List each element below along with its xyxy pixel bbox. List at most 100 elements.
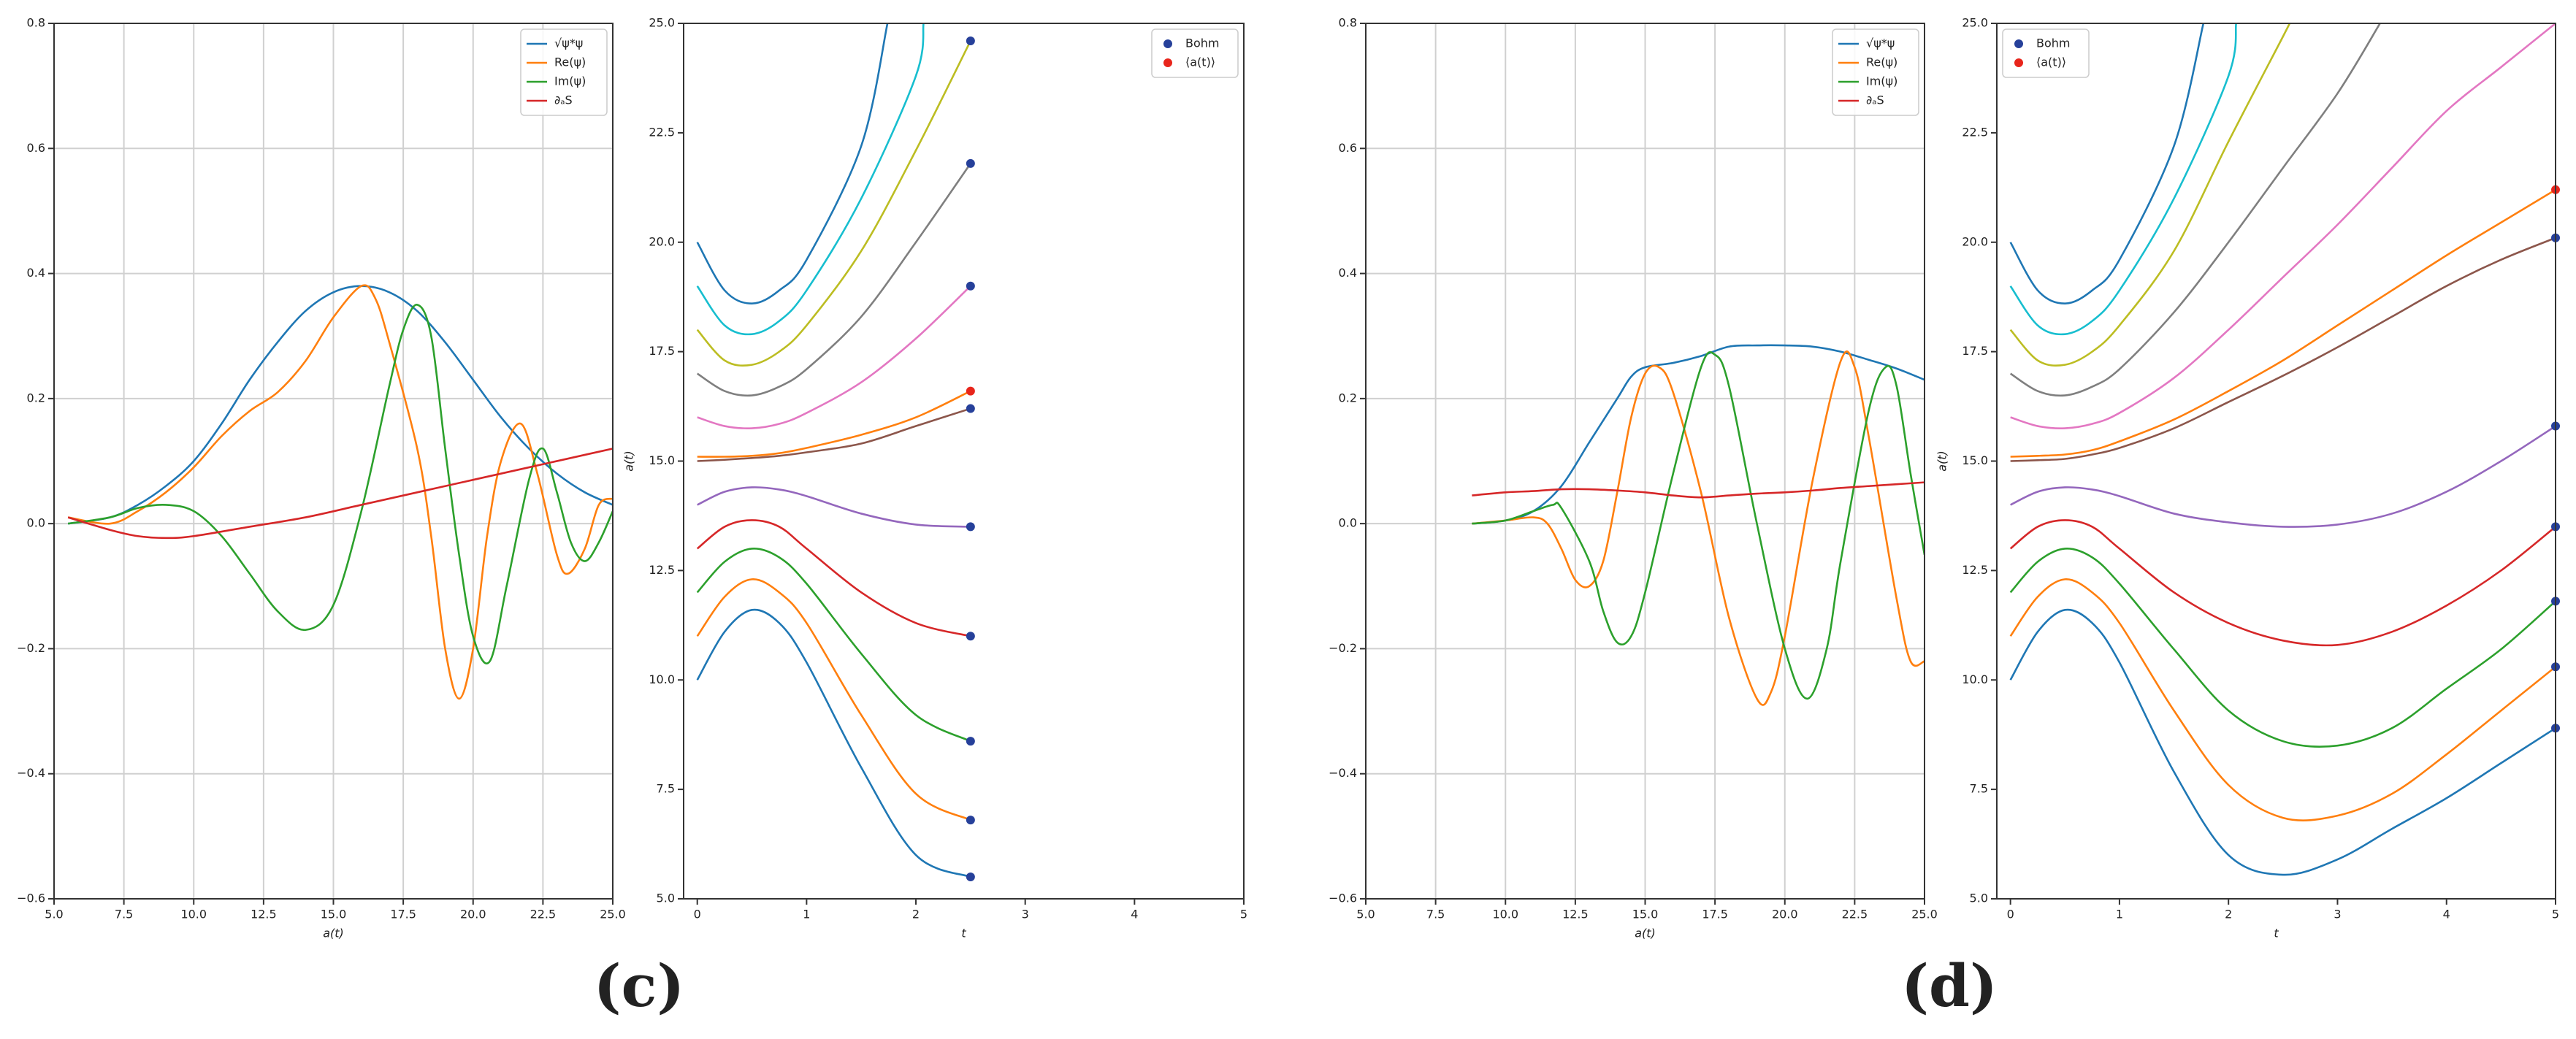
y-tick-label: −0.2	[1329, 641, 1357, 655]
y-tick-label: 0.2	[1339, 391, 1357, 405]
x-tick-label: 17.5	[1702, 908, 1728, 921]
axes: 5.0 7.5 10.0 12.5 15.0 17.5 20.0 22.5 25.0 −0.6 −0…	[1329, 16, 1938, 940]
x-tick-label: 3	[2334, 908, 2341, 921]
legend-label: Bohm	[1185, 37, 1220, 50]
legend-label: ⟨a(t)⟩	[1185, 55, 1215, 69]
x-tick-label: 22.5	[530, 908, 557, 921]
x-tick-label: 0	[694, 908, 701, 921]
series-line	[696, 578, 971, 821]
series-line	[2010, 425, 2556, 528]
series-line	[697, 486, 971, 528]
x-axis-label: t	[2274, 927, 2279, 940]
x-axis-label: a(t)	[1635, 927, 1656, 940]
y-tick-label: 0.4	[27, 266, 45, 280]
y-tick-label: 0.6	[1339, 141, 1357, 155]
x-tick-label: 12.5	[1562, 908, 1589, 921]
legend: Bohm ⟨a(t)⟩	[1151, 28, 1239, 78]
legend-box	[1151, 28, 1239, 78]
x-tick-label: 15.0	[1632, 908, 1659, 921]
series-line	[67, 304, 613, 664]
x-tick-label: 25.0	[600, 908, 626, 921]
legend-label: Re(ψ)	[1866, 55, 1897, 69]
series-line	[2010, 23, 2556, 429]
series-line	[696, 40, 972, 367]
series-line	[1472, 481, 1925, 499]
axes: 5.0 7.5 10.0 12.5 15.0 17.5 20.0 22.5 25.0 −0.6 −0…	[17, 16, 626, 940]
x-tick-label: 5.0	[45, 908, 63, 921]
x-tick-label: 0	[2007, 908, 2014, 921]
y-tick-label: 0.8	[1339, 16, 1357, 30]
x-tick-label: 4	[2443, 908, 2450, 921]
point	[966, 158, 975, 168]
y-tick-label: −0.2	[17, 641, 45, 655]
legend-marker	[1163, 39, 1172, 48]
y-tick-label: 5.0	[657, 892, 675, 905]
axes-frame	[683, 23, 1245, 900]
x-tick-label: 7.5	[115, 908, 133, 921]
series-line	[697, 407, 971, 462]
series-line	[67, 284, 613, 700]
y-tick-label: 12.5	[1962, 563, 1988, 577]
series-line	[696, 608, 971, 878]
series-line	[696, 23, 889, 304]
series-line	[697, 390, 971, 458]
x-tick-label: 1	[2116, 908, 2123, 921]
legend-box	[1832, 28, 1919, 116]
legend: √ψ*ψ Re(ψ) Im(ψ) ∂ₐS	[1832, 28, 1919, 116]
y-tick-label: 17.5	[649, 344, 675, 358]
series-line	[2009, 23, 2381, 397]
y-tick-label: 7.5	[1970, 782, 1988, 796]
legend-label: Im(ψ)	[1866, 74, 1897, 88]
y-tick-label: 20.0	[1962, 234, 1988, 248]
y-tick-label: 22.5	[649, 125, 675, 139]
series-line	[2009, 548, 2556, 748]
y-tick-label: 0.8	[27, 16, 45, 30]
series-line	[67, 285, 613, 525]
x-tick-label: 5	[2552, 908, 2559, 921]
x-tick-label: 10.0	[180, 908, 207, 921]
y-tick-label: 0.0	[27, 516, 45, 530]
series-line	[2009, 23, 2237, 336]
legend-label: Bohm	[2036, 37, 2071, 50]
caption: (c)	[594, 951, 684, 1020]
x-tick-label: 3	[1022, 908, 1029, 921]
x-tick-label: 22.5	[1842, 908, 1868, 921]
point	[966, 404, 975, 413]
x-tick-label: 25.0	[1911, 908, 1938, 921]
x-tick-label: 5.0	[1356, 908, 1375, 921]
y-tick-label: 5.0	[1970, 892, 1988, 905]
axes: 0 1 2 3 4 5 5.0 7.5 10.0 12.5 15.0 17.5 20.0 22.5 25.0…	[1935, 16, 2560, 940]
y-tick-label: 10.0	[649, 672, 675, 686]
y-tick-label: 0.6	[27, 141, 45, 155]
series-line	[67, 448, 613, 540]
axes-frame	[1996, 23, 2556, 900]
y-tick-label: −0.4	[17, 766, 45, 780]
x-tick-label: 20.0	[460, 908, 486, 921]
y-tick-label: 25.0	[1962, 16, 1988, 30]
y-tick-label: 17.5	[1962, 344, 1988, 358]
x-axis-label: a(t)	[323, 927, 344, 940]
legend-marker	[2014, 58, 2023, 67]
x-tick-label: 15.0	[321, 908, 347, 921]
series-line	[2009, 23, 2291, 367]
y-tick-label: 0.2	[27, 391, 45, 405]
series-line	[696, 548, 971, 743]
x-tick-label: 10.0	[1492, 908, 1518, 921]
series-line	[696, 23, 925, 336]
series-line	[2009, 608, 2556, 876]
series-line	[1472, 350, 1925, 706]
legend-label: √ψ*ψ	[1866, 37, 1895, 50]
plot-area	[2009, 23, 2556, 876]
y-tick-label: 25.0	[649, 16, 675, 30]
point	[966, 632, 975, 641]
y-tick-label: 0.4	[1339, 266, 1357, 280]
series-line	[2009, 578, 2556, 821]
x-tick-label: 12.5	[251, 908, 277, 921]
y-tick-label: −0.6	[17, 892, 45, 905]
x-tick-label: 2	[912, 908, 920, 921]
legend: Bohm ⟨a(t)⟩	[2002, 28, 2090, 78]
y-tick-label: 10.0	[1962, 672, 1988, 686]
x-tick-label: 20.0	[1772, 908, 1798, 921]
legend-label: ∂ₐS	[554, 93, 573, 107]
legend-label: Re(ψ)	[554, 55, 586, 69]
